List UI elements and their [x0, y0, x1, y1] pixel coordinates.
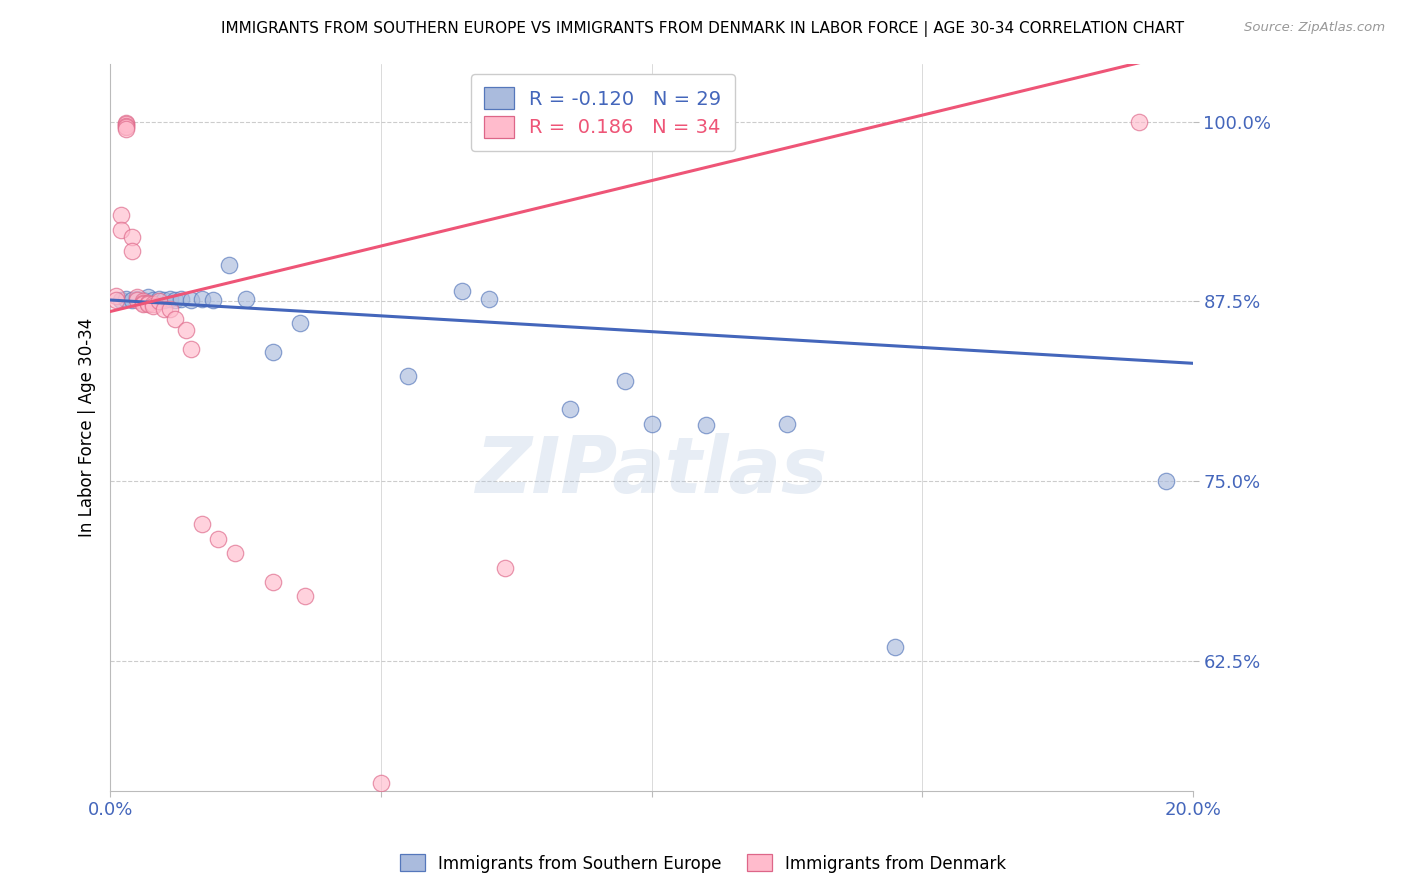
Point	[262, 574, 284, 589]
Point	[131, 294, 153, 309]
Point	[121, 244, 143, 258]
Point	[494, 560, 516, 574]
Point	[165, 311, 187, 326]
Point	[235, 292, 257, 306]
Point	[115, 118, 138, 132]
Point	[191, 292, 214, 306]
Point	[218, 259, 240, 273]
Point	[370, 776, 392, 790]
Point	[478, 292, 501, 306]
Point	[884, 640, 907, 654]
Point	[224, 546, 246, 560]
Point	[153, 293, 176, 307]
Point	[136, 290, 159, 304]
Point	[115, 121, 138, 136]
Point	[131, 293, 153, 307]
Point	[695, 418, 717, 433]
Point	[136, 297, 159, 311]
Point	[288, 316, 311, 330]
Point	[640, 417, 662, 431]
Point	[127, 293, 149, 307]
Point	[142, 299, 165, 313]
Point	[115, 116, 138, 130]
Point	[131, 297, 153, 311]
Point	[396, 369, 419, 384]
Point	[148, 292, 170, 306]
Point	[153, 301, 176, 316]
Point	[136, 296, 159, 310]
Text: Source: ZipAtlas.com: Source: ZipAtlas.com	[1244, 21, 1385, 34]
Y-axis label: In Labor Force | Age 30-34: In Labor Force | Age 30-34	[79, 318, 96, 537]
Point	[159, 292, 181, 306]
Text: IMMIGRANTS FROM SOUTHERN EUROPE VS IMMIGRANTS FROM DENMARK IN LABOR FORCE | AGE : IMMIGRANTS FROM SOUTHERN EUROPE VS IMMIG…	[221, 21, 1185, 37]
Point	[148, 294, 170, 309]
Point	[613, 374, 636, 388]
Point	[110, 222, 132, 236]
Point	[121, 293, 143, 307]
Point	[115, 119, 138, 133]
Point	[1128, 114, 1150, 128]
Point	[1154, 475, 1177, 489]
Point	[142, 293, 165, 307]
Point	[180, 342, 202, 356]
Point	[110, 293, 132, 307]
Point	[560, 402, 582, 417]
Point	[451, 285, 474, 299]
Point	[207, 532, 229, 546]
Point	[776, 417, 799, 431]
Point	[110, 208, 132, 222]
Text: ZIPatlas: ZIPatlas	[475, 433, 828, 509]
Point	[104, 288, 127, 302]
Point	[165, 293, 187, 307]
Point	[142, 297, 165, 311]
Point	[169, 292, 191, 306]
Point	[180, 293, 202, 307]
Legend: Immigrants from Southern Europe, Immigrants from Denmark: Immigrants from Southern Europe, Immigra…	[394, 847, 1012, 880]
Point	[174, 323, 197, 337]
Point	[121, 229, 143, 244]
Point	[294, 590, 316, 604]
Point	[115, 120, 138, 135]
Point	[159, 301, 181, 316]
Point	[127, 292, 149, 306]
Point	[262, 344, 284, 359]
Point	[115, 292, 138, 306]
Point	[127, 290, 149, 304]
Point	[202, 293, 225, 307]
Point	[131, 296, 153, 310]
Point	[104, 293, 127, 307]
Point	[191, 517, 214, 532]
Legend: R = -0.120   N = 29, R =  0.186   N = 34: R = -0.120 N = 29, R = 0.186 N = 34	[471, 74, 735, 151]
